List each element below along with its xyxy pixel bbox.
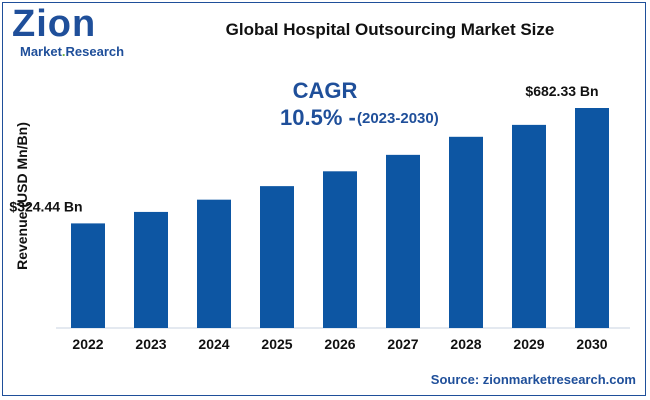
logo-subtitle: Market.Research: [20, 44, 124, 60]
data-label-2022: $324.44 Bn: [9, 198, 82, 214]
x-tick-label-2023: 2023: [135, 336, 166, 352]
cagr-value: 10.5% -: [280, 105, 356, 130]
logo-sub-main: Market: [20, 44, 62, 59]
cagr-label: CAGR: [292, 78, 358, 103]
x-tick-label-2025: 2025: [261, 336, 292, 352]
logo-sub-tail: Research: [65, 44, 125, 59]
bar-2024: [197, 199, 231, 328]
bar-2025: [260, 186, 294, 328]
source-note: Source: zionmarketresearch.com: [430, 372, 636, 387]
x-tick-label-2028: 2028: [450, 336, 481, 352]
x-tick-label-2024: 2024: [198, 336, 229, 352]
chart-title: Global Hospital Outsourcing Market Size: [225, 20, 555, 39]
bar-2023: [134, 211, 168, 328]
data-label-2030: $682.33 Bn: [525, 83, 598, 99]
bar-2027: [386, 154, 420, 328]
bar-2030: [575, 108, 609, 328]
logo-word: Zion: [12, 3, 97, 45]
brand-logo: Zion Market.Research: [12, 3, 162, 60]
chart-frame: [2, 2, 646, 396]
cagr-period: (2023-2030): [357, 110, 439, 127]
bar-2022: [71, 223, 105, 328]
x-tick-label-2026: 2026: [324, 336, 355, 352]
x-tick-label-2027: 2027: [387, 336, 418, 352]
x-tick-label-2030: 2030: [576, 336, 607, 352]
bar-2029: [512, 124, 546, 328]
bar-2026: [323, 171, 357, 328]
bar-2028: [449, 136, 483, 328]
logo-sub-dot: .: [61, 44, 66, 59]
x-tick-label-2029: 2029: [513, 336, 544, 352]
x-tick-label-2022: 2022: [72, 336, 103, 352]
